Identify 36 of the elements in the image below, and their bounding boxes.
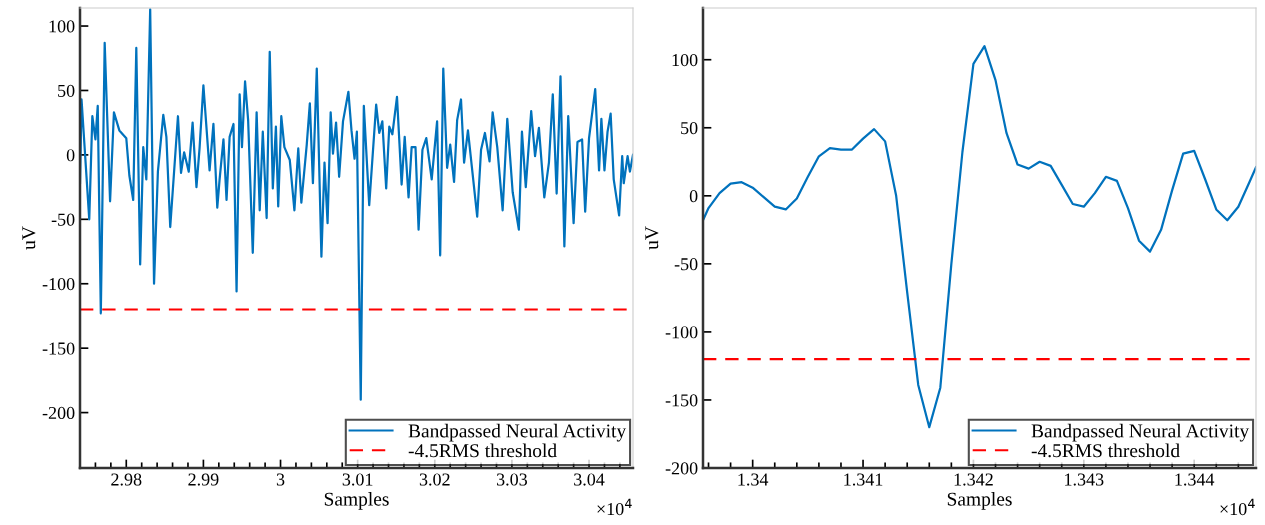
y-tick-label: -150 (665, 394, 698, 407)
x-tick-label: 3.02 (419, 473, 450, 486)
y-tick-label: -150 (42, 342, 75, 355)
y-tick-label: 0 (66, 149, 75, 162)
x-tick-label: 3.03 (496, 473, 527, 486)
x-tick-label: 3 (276, 473, 285, 486)
y-tick-label: 100 (49, 20, 75, 33)
y-tick-label: 0 (689, 190, 698, 203)
y-axis-title: uV (645, 226, 659, 250)
y-tick-label: -200 (42, 406, 75, 420)
x-axis-title: Samples (947, 492, 1012, 510)
y-tick-label: -100 (665, 326, 698, 339)
y-tick-label: -200 (665, 462, 698, 475)
y-tick-label: -50 (51, 213, 75, 226)
x-tick-label: 1.342 (954, 473, 993, 486)
x-tick-label: 1.34 (738, 473, 769, 486)
y-tick-label: 50 (58, 84, 75, 97)
legend-label: Bandpassed Neural Activity (408, 423, 627, 442)
x-tick-label: 3.04 (574, 473, 605, 486)
y-tick-label: 50 (681, 122, 698, 135)
legend-label: -4.5RMS threshold (1031, 443, 1180, 458)
text: ×10$^{4}$ (1220, 498, 1255, 516)
x-tick-label: 1.343 (1065, 473, 1104, 486)
x-tick-label: 2.99 (188, 473, 219, 486)
text: ×10$^{4}$ (597, 498, 632, 516)
x-tick-label: 1.341 (844, 473, 883, 486)
x-axis-title: Samples (324, 492, 389, 510)
y-tick-label: -100 (42, 278, 75, 291)
y-axis-title: uV (22, 226, 36, 250)
x-tick-label: 2.98 (111, 473, 142, 486)
x-tick-label: 1.344 (1175, 473, 1215, 486)
x-tick-label: 3.01 (342, 473, 373, 486)
y-tick-label: -50 (674, 258, 698, 271)
legend-label: -4.5RMS threshold (408, 443, 557, 458)
legend-label: Bandpassed Neural Activity (1031, 423, 1250, 442)
y-tick-label: 100 (672, 53, 698, 67)
